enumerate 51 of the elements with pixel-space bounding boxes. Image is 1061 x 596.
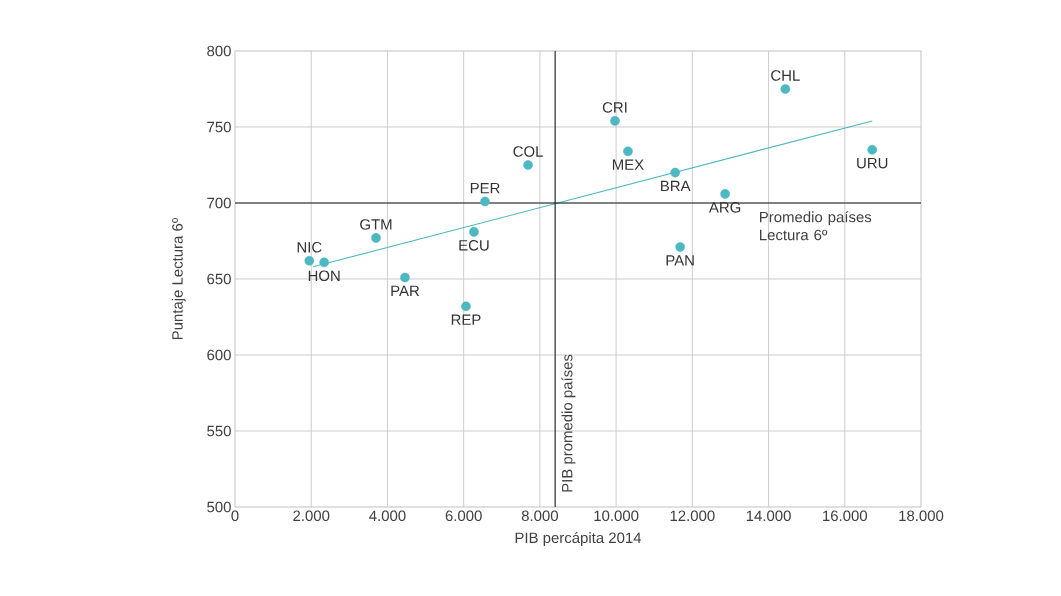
annotation: CHL (771, 70, 800, 81)
annotation: CRI (602, 102, 627, 113)
point (400, 272, 410, 283)
point (480, 196, 490, 207)
annotation: PER (470, 183, 500, 194)
x-tick-label: 18.000 (899, 510, 944, 522)
point (867, 145, 878, 155)
y-tick-label: 600 (207, 349, 231, 361)
x-tick-label: 16.000 (823, 510, 868, 522)
annotation: URU (857, 158, 888, 169)
y-tick-label: 800 (207, 45, 231, 57)
point (623, 146, 633, 157)
annotation: HON (308, 270, 340, 282)
x-tick-label: 2.000 (293, 510, 330, 522)
annotation: BRA (661, 180, 691, 192)
annotation: NIC (297, 241, 322, 253)
x-tick-label: 0 (231, 510, 239, 522)
annotation: MEX (612, 159, 644, 170)
x-tick-label: 12.000 (670, 510, 715, 522)
x-axis-title: PIB percápita 2014 (515, 531, 642, 547)
x-tick-label: 14.000 (746, 510, 791, 522)
point (523, 160, 533, 170)
annotation: ARG (708, 202, 741, 213)
y-tick-label: 550 (207, 425, 231, 437)
point (670, 167, 680, 178)
annotation: PAN (666, 255, 694, 266)
y-tick-label: 500 (207, 501, 231, 513)
x-tick-label: 10.000 (594, 510, 639, 522)
x-tick-label: 8.000 (521, 510, 558, 522)
point (319, 257, 329, 268)
annotation: REP (451, 314, 481, 325)
y-tick-label: 700 (207, 197, 231, 209)
ref-line-label: Promedio países Lectura 6º (760, 211, 872, 241)
point (675, 242, 685, 252)
point (304, 255, 315, 266)
x-tick-label: 4.000 (369, 510, 406, 522)
point (720, 189, 730, 199)
annotation: PAR (391, 285, 420, 296)
point (610, 116, 620, 126)
point (461, 301, 471, 312)
point (780, 84, 791, 94)
annotation: ECU (459, 240, 489, 251)
point (469, 227, 479, 237)
annotation: COL (513, 146, 543, 157)
annotation: GTM (360, 219, 392, 230)
y-axis-title: Puntaje Lectura 6º (171, 217, 186, 340)
point (371, 233, 381, 243)
y-tick-label: 650 (207, 273, 231, 285)
y-tick-label: 750 (207, 121, 231, 133)
ref-line-label: PIB promedio países (561, 354, 576, 492)
x-tick-label: 6.000 (445, 510, 482, 522)
